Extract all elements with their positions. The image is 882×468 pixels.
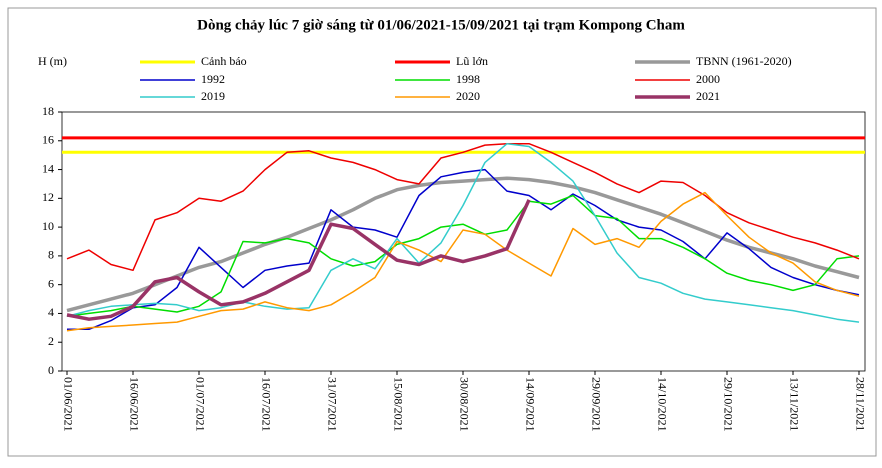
x-tick-label: 30/08/2021 [457, 377, 471, 432]
chart-title: Dòng chảy lúc 7 giờ sáng từ 01/06/2021-1… [197, 17, 685, 33]
legend-label: 2021 [696, 89, 720, 103]
x-tick-label: 29/10/2021 [721, 377, 735, 432]
chart-frame [7, 7, 877, 457]
y-axis-label: H (m) [38, 54, 67, 68]
x-tick-label: 01/07/2021 [193, 377, 207, 432]
series-line [66, 191, 860, 332]
y-tick-label: 10 [42, 219, 54, 233]
x-tick-label: 15/08/2021 [391, 377, 405, 432]
x-tick-label: 28/11/2021 [853, 377, 867, 431]
legend-label: 2000 [696, 72, 720, 86]
x-tick-label: 31/07/2021 [325, 377, 339, 432]
y-tick-label: 2 [48, 334, 54, 348]
legend-label: Lũ lớn [456, 54, 488, 68]
x-tick-label: 14/10/2021 [655, 377, 669, 432]
series-line [66, 142, 860, 323]
x-tick-label: 14/09/2021 [523, 377, 537, 432]
series-line [66, 194, 860, 318]
x-tick-label: 16/07/2021 [259, 377, 273, 432]
legend-label: Cảnh báo [201, 54, 247, 68]
x-tick-label: 29/09/2021 [589, 377, 603, 432]
legend-label: 2020 [456, 89, 480, 103]
x-tick-label: 13/11/2021 [787, 377, 801, 431]
y-tick-label: 18 [42, 104, 54, 118]
x-tick-label: 16/06/2021 [127, 377, 141, 432]
y-tick-label: 6 [48, 276, 54, 290]
series-line [66, 176, 860, 313]
y-tick-label: 14 [42, 161, 54, 175]
legend-label: 2019 [201, 89, 225, 103]
legend-label: 1992 [201, 72, 225, 86]
series-line [66, 142, 860, 272]
legend-label: 1998 [456, 72, 480, 86]
y-tick-label: 16 [42, 133, 54, 147]
series-line [66, 199, 531, 321]
x-tick-label: 01/06/2021 [61, 377, 75, 432]
y-tick-label: 8 [48, 248, 54, 262]
y-tick-label: 0 [48, 363, 54, 377]
series-line [67, 168, 860, 331]
y-tick-label: 4 [48, 305, 54, 319]
legend-label: TBNN (1961-2020) [696, 54, 792, 68]
y-tick-label: 12 [42, 190, 54, 204]
